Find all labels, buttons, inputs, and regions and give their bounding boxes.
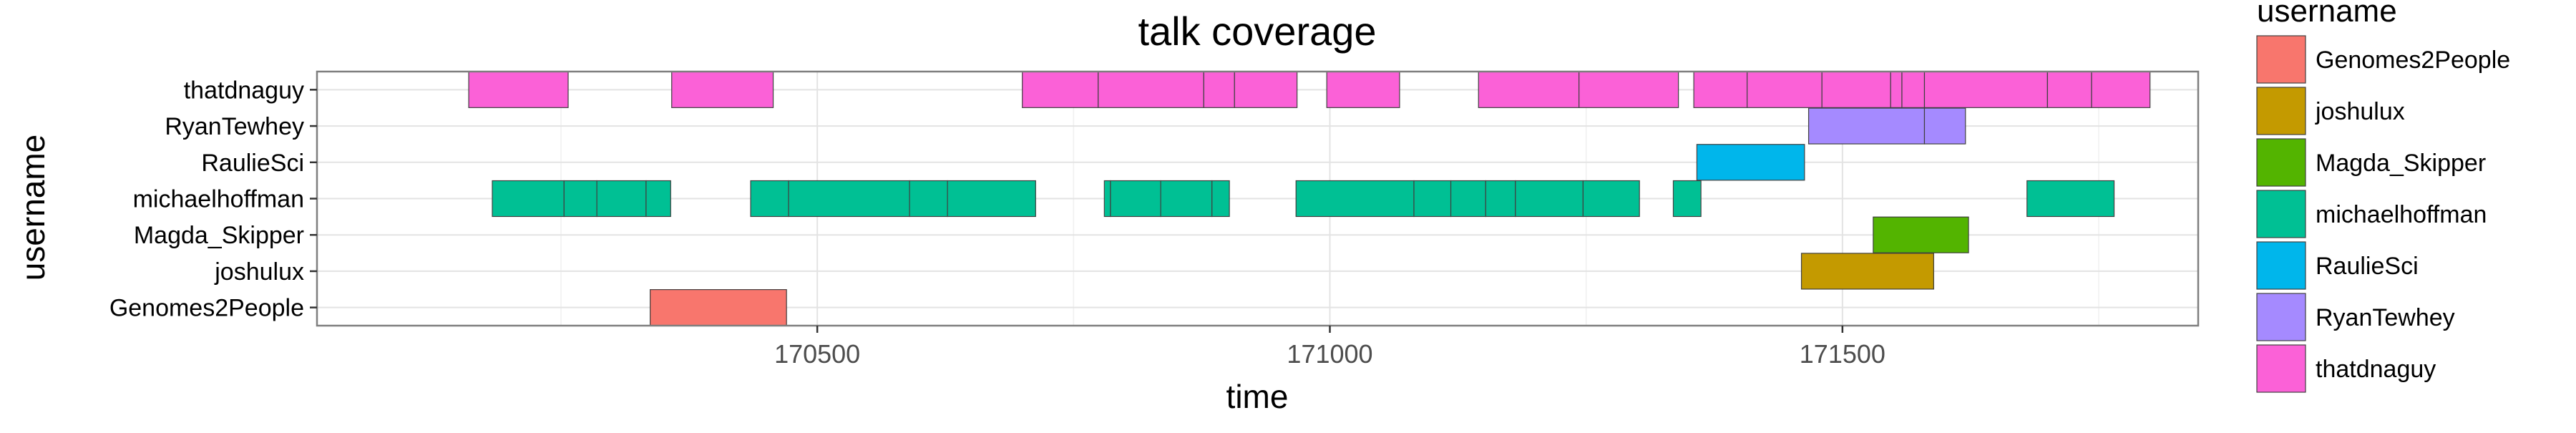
interval-bar-michaelhoffman (596, 180, 647, 218)
interval-bar-thatdnaguy (468, 71, 569, 108)
legend-swatch (2256, 35, 2306, 84)
y-tick-label: RyanTewhey (165, 113, 304, 140)
y-axis-label: username (14, 135, 52, 281)
legend-swatch (2256, 138, 2306, 187)
x-tick-label: 171500 (1800, 339, 1885, 369)
interval-bar-michaelhoffman (1450, 180, 1486, 218)
interval-bar-thatdnaguy (1890, 71, 1903, 108)
legend-swatch (2256, 87, 2306, 135)
interval-bar-thatdnaguy (1098, 71, 1204, 108)
interval-bar-michaelhoffman (1485, 180, 1516, 218)
interval-bar-thatdnaguy (2046, 71, 2092, 108)
interval-bar-genomes2people (650, 289, 787, 326)
legend-title: username (2257, 0, 2397, 29)
interval-bar-thatdnaguy (1478, 71, 1580, 108)
legend-label: Genomes2People (2316, 47, 2510, 74)
interval-bar-rauliesci (1696, 144, 1805, 181)
interval-bar-michaelhoffman (1110, 180, 1161, 218)
x-tick-label: 171000 (1287, 339, 1372, 369)
interval-bar-thatdnaguy (1747, 71, 1823, 108)
y-tick-label: Magda_Skipper (134, 222, 304, 249)
interval-bar-thatdnaguy (1234, 71, 1298, 108)
legend-label: michaelhoffman (2316, 201, 2487, 228)
interval-bar-thatdnaguy (1821, 71, 1891, 108)
interval-bar-thatdnaguy (1326, 71, 1400, 108)
legend-label: thatdnaguy (2316, 356, 2436, 383)
axes: 170500 171000 171500 thatdnaguy RyanTewhey Ra… (109, 77, 1885, 369)
legend-label: RaulieSci (2316, 253, 2419, 280)
legend-swatch (2256, 241, 2306, 290)
interval-bar-michaelhoffman (563, 180, 597, 218)
interval-bar-thatdnaguy (1022, 71, 1099, 108)
interval-bar-thatdnaguy (1901, 71, 1926, 108)
interval-bar-michaelhoffman (1295, 180, 1415, 218)
interval-bar-michaelhoffman (1672, 180, 1702, 218)
interval-bar-michaelhoffman (1211, 180, 1230, 218)
interval-bar-michaelhoffman (788, 180, 910, 218)
legend-label: joshulux (2315, 98, 2405, 125)
y-tick-label: RaulieSci (201, 150, 304, 177)
interval-bar-magda-skipper (1873, 216, 1969, 253)
interval-bar-michaelhoffman (1160, 180, 1213, 218)
legend-label: Magda_Skipper (2316, 150, 2486, 177)
interval-bar-thatdnaguy (2091, 71, 2151, 108)
interval-bar-thatdnaguy (1693, 71, 1748, 108)
y-tick-label: Genomes2People (109, 295, 304, 322)
interval-bar-michaelhoffman (1413, 180, 1452, 218)
legend: username Genomes2People joshulux Magda_Ski… (2256, 0, 2510, 393)
legend-label: RyanTewhey (2316, 304, 2455, 331)
interval-bar-michaelhoffman (750, 180, 789, 218)
interval-bar-michaelhoffman (947, 180, 1036, 218)
x-tick-label: 170500 (774, 339, 860, 369)
interval-bar-michaelhoffman (1103, 180, 1111, 218)
interval-bar-thatdnaguy (671, 71, 774, 108)
y-tick-label: joshulux (214, 258, 304, 286)
interval-bar-thatdnaguy (1203, 71, 1235, 108)
interval-bars (468, 71, 2151, 326)
interval-bar-joshulux (1800, 253, 1934, 290)
x-axis-label: time (1226, 378, 1289, 415)
interval-bar-michaelhoffman (492, 180, 565, 218)
interval-bar-thatdnaguy (1579, 71, 1679, 108)
legend-swatch (2256, 344, 2306, 393)
legend-swatch (2256, 190, 2306, 238)
interval-bar-michaelhoffman (645, 180, 671, 218)
y-tick-label: michaelhoffman (133, 186, 304, 213)
interval-bar-michaelhoffman (2026, 180, 2115, 218)
interval-bar-michaelhoffman (1582, 180, 1640, 218)
interval-bar-michaelhoffman (909, 180, 948, 218)
interval-bar-ryantewhey (1923, 107, 1966, 145)
interval-bar-thatdnaguy (1923, 71, 2048, 108)
interval-bar-michaelhoffman (1515, 180, 1584, 218)
y-tick-label: thatdnaguy (184, 77, 304, 104)
legend-swatch (2256, 293, 2306, 341)
chart-title: talk coverage (1138, 9, 1376, 54)
interval-bar-ryantewhey (1807, 107, 1926, 145)
